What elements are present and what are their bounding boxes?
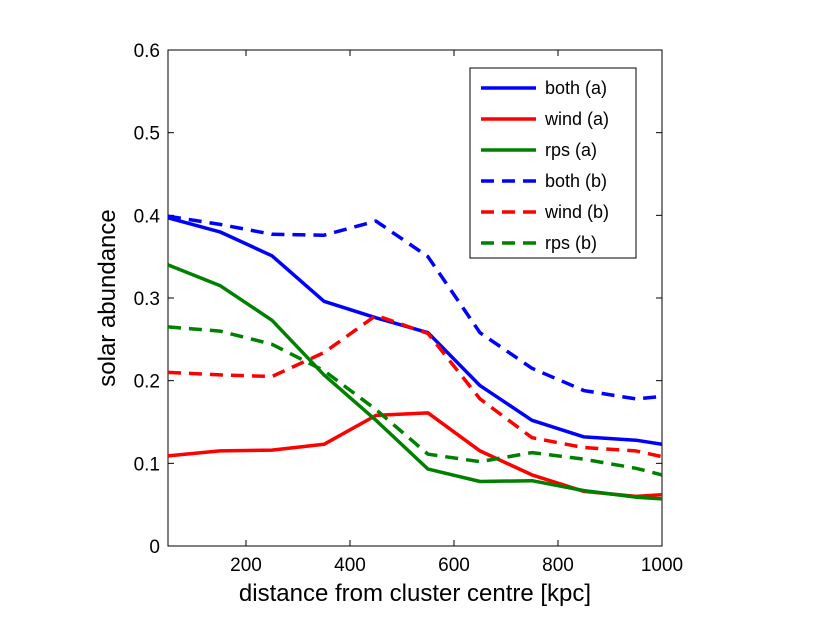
series-line-rps-b: [168, 325, 662, 477]
legend: both (a) wind (a) rps (a) both (b) wind (b) r…: [469, 67, 637, 259]
series-line-wind-b: [168, 313, 662, 459]
series-layer: [168, 214, 662, 501]
y-tick-label: 0.6: [134, 41, 160, 62]
y-tick-label: 0.2: [134, 372, 160, 393]
series-line-rps-a: [168, 263, 662, 501]
legend-label: both (a): [545, 78, 607, 98]
y-axis-label: solar abundance: [94, 209, 121, 386]
legend-label: rps (a): [545, 140, 597, 160]
x-tick-label: 200: [230, 555, 262, 576]
x-tick-label: 1000: [641, 555, 683, 576]
y-tick-label: 0.4: [134, 206, 161, 227]
legend-label: both (b): [545, 171, 607, 191]
series-line-both-b: [168, 214, 662, 401]
x-tick-label: 800: [542, 555, 574, 576]
legend-label: wind (b): [544, 202, 609, 222]
legend-box: [469, 67, 637, 259]
x-tick-label: 400: [334, 555, 366, 576]
legend-label: wind (a): [544, 109, 609, 129]
y-tick-label: 0: [149, 537, 160, 558]
ticks: 200 400 600 800 1000 0 0.1 0.2 0.3 0.4 0.5 0.6: [134, 41, 684, 576]
y-tick-label: 0.5: [134, 124, 160, 145]
y-tick-label: 0.3: [134, 289, 160, 310]
legend-label: rps (b): [545, 233, 597, 253]
y-tick-label: 0.1: [134, 454, 160, 475]
x-tick-label: 600: [438, 555, 470, 576]
x-axis-label: distance from cluster centre [kpc]: [239, 580, 591, 607]
